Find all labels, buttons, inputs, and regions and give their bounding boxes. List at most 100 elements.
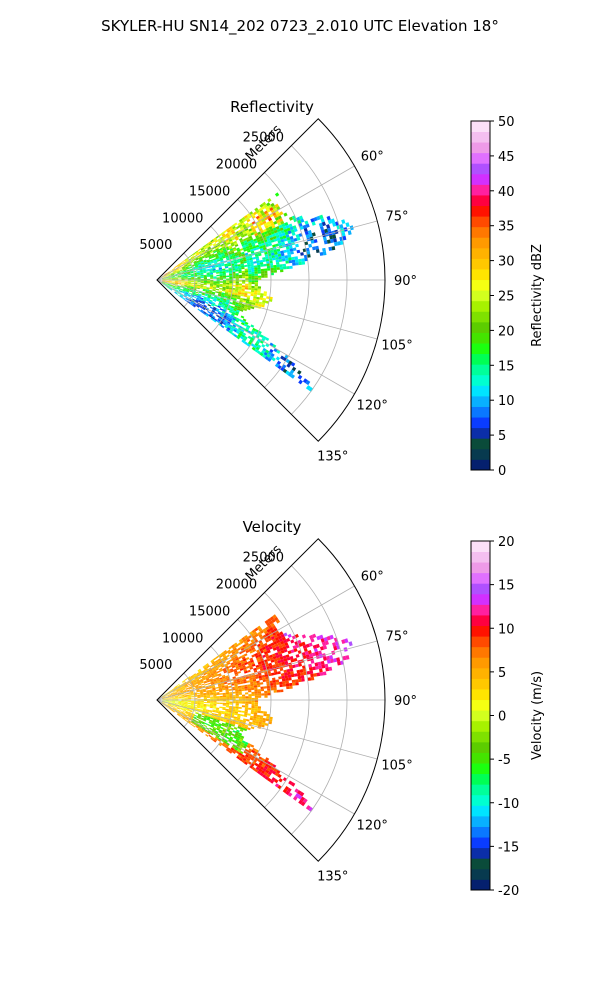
radar-cell xyxy=(225,722,229,725)
radar-cell xyxy=(275,234,280,239)
radar-cell xyxy=(218,303,222,306)
radar-cell xyxy=(216,285,220,287)
radar-cell xyxy=(348,641,353,647)
radar-cell xyxy=(243,653,248,657)
radar-cell xyxy=(167,273,171,275)
radar-cell xyxy=(219,281,223,283)
radar-cell xyxy=(199,299,203,302)
radar-cell xyxy=(238,252,242,256)
radar-cell xyxy=(184,281,188,283)
radar-cell xyxy=(268,217,272,222)
radar-cell xyxy=(254,207,259,212)
radar-cell xyxy=(252,327,257,332)
radar-cell xyxy=(266,261,270,264)
radar-cell xyxy=(182,716,186,719)
radar-cell xyxy=(174,285,178,287)
radar-cell xyxy=(179,269,183,272)
radar-cell xyxy=(254,284,258,287)
radar-cell xyxy=(228,269,232,271)
radar-cell xyxy=(265,300,269,304)
radar-cell xyxy=(319,252,324,256)
radar-cell xyxy=(169,708,173,710)
radar-cell xyxy=(251,241,255,245)
radar-cell xyxy=(183,285,188,287)
radar-cell xyxy=(241,688,245,692)
radar-cell xyxy=(217,725,221,729)
radar-cell xyxy=(276,689,281,693)
radar-cell xyxy=(176,287,180,290)
radar-cell xyxy=(242,231,247,235)
radar-cell xyxy=(210,731,215,735)
radar-cell xyxy=(252,256,256,260)
radar-cell xyxy=(209,287,213,290)
radar-cell xyxy=(177,694,181,696)
radar-cell xyxy=(216,702,220,704)
radar-cell xyxy=(267,198,272,203)
radar-cell xyxy=(305,643,310,648)
radar-cell xyxy=(259,238,264,242)
radar-cell xyxy=(211,303,215,306)
radar-cell xyxy=(228,330,233,334)
radar-cell xyxy=(193,674,197,678)
radar-cell xyxy=(226,695,230,698)
radar-cell xyxy=(210,664,214,668)
radar-cell xyxy=(220,243,224,247)
radar-cell xyxy=(269,296,273,300)
radar-cell xyxy=(203,666,207,669)
radar-cell xyxy=(206,299,210,302)
radar-cell xyxy=(229,654,234,658)
radar-cell xyxy=(187,263,191,266)
radar-cell xyxy=(323,645,328,650)
radar-cell xyxy=(174,692,178,695)
radar-cell xyxy=(186,271,191,273)
radar-cell xyxy=(242,276,246,279)
radar-cell xyxy=(233,670,238,674)
radar-cell xyxy=(199,268,203,270)
radar-cell xyxy=(246,218,251,223)
radar-cell xyxy=(243,718,247,721)
radar-cell xyxy=(263,216,268,221)
radar-cell xyxy=(314,651,319,656)
radar-cell xyxy=(178,700,182,702)
radar-cell xyxy=(248,280,252,282)
radar-cell xyxy=(192,298,196,301)
radar-cell xyxy=(166,691,170,694)
radar-cell xyxy=(176,714,180,717)
radar-cell xyxy=(211,292,215,295)
radar-cell xyxy=(251,287,255,291)
radar-cell xyxy=(233,726,238,730)
radar-cell xyxy=(175,688,179,691)
radar-cell xyxy=(207,296,211,299)
radar-cell xyxy=(171,697,175,699)
radar-cell xyxy=(187,284,191,286)
radar-cell xyxy=(341,219,346,224)
radar-cell xyxy=(185,712,189,714)
radar-cell xyxy=(249,299,253,303)
radar-cell xyxy=(324,663,329,668)
radar-cell xyxy=(214,246,219,250)
radar-cell xyxy=(243,298,247,301)
radar-cell xyxy=(297,374,303,380)
radar-cell xyxy=(196,692,201,695)
radar-cell xyxy=(189,710,193,713)
radar-cell xyxy=(217,738,221,742)
radar-cell xyxy=(190,692,194,694)
radar-cell xyxy=(206,297,211,300)
radar-cell xyxy=(171,279,176,280)
radar-cell xyxy=(254,633,259,638)
radar-cell xyxy=(193,716,197,719)
radar-cell xyxy=(259,340,264,344)
radar-cell xyxy=(201,728,205,732)
radar-cell xyxy=(254,282,259,285)
radar-cell xyxy=(235,302,239,305)
radar-cell xyxy=(181,701,185,703)
radar-cell xyxy=(231,231,236,235)
radar-cell xyxy=(174,276,179,278)
radar-cell xyxy=(247,240,251,244)
radar-cell xyxy=(267,688,271,691)
radar-cell xyxy=(212,242,217,246)
radar-cell xyxy=(171,282,175,283)
radar-cell xyxy=(237,685,242,688)
radar-cell xyxy=(267,643,272,648)
radar-cell xyxy=(347,230,352,236)
